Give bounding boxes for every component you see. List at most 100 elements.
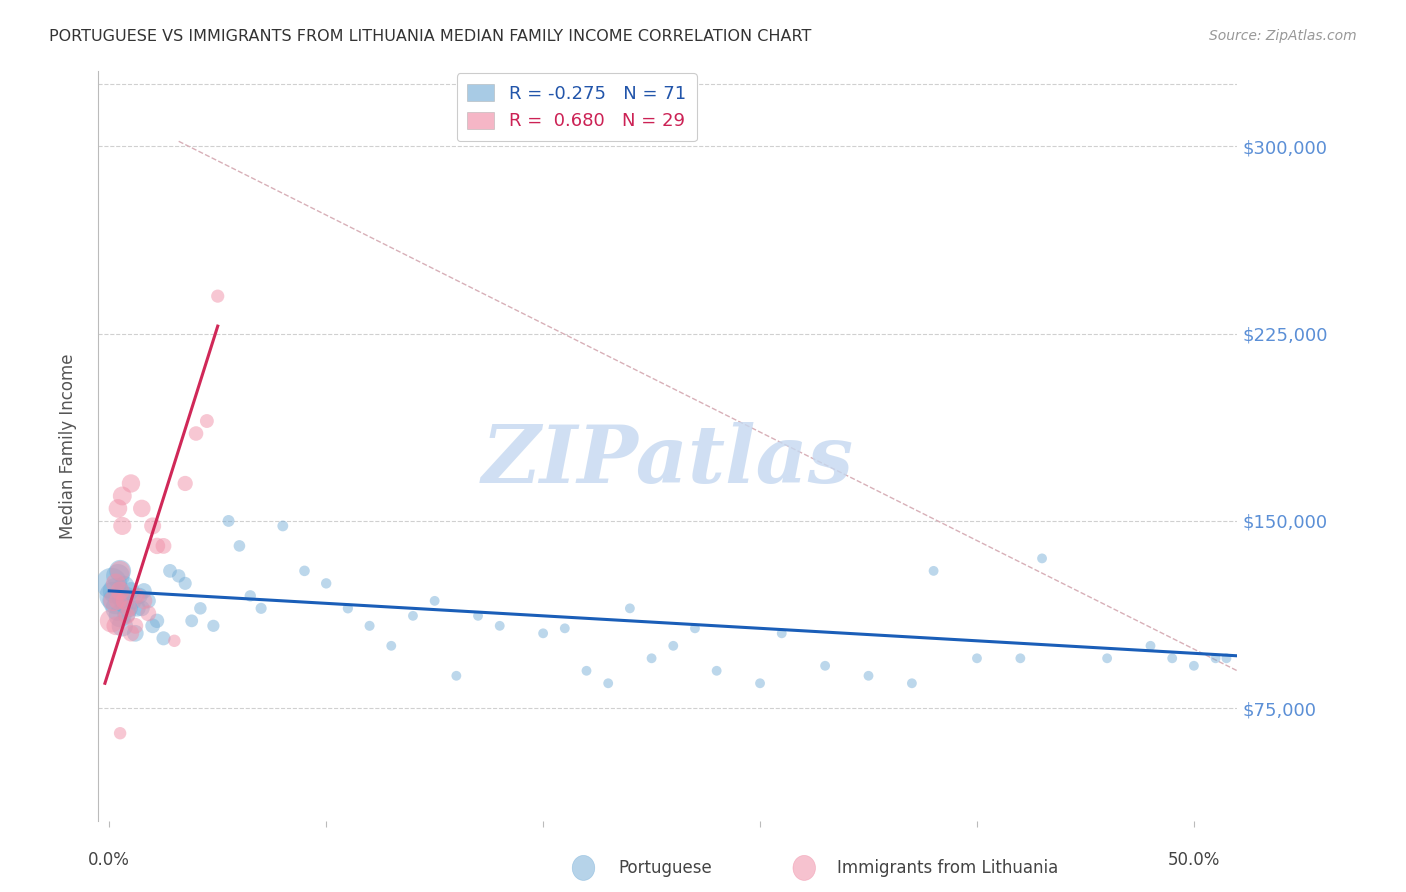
Point — [107, 601, 129, 615]
Point — [531, 626, 554, 640]
Point — [749, 676, 772, 690]
Point — [294, 564, 316, 578]
Point — [1161, 651, 1184, 665]
Point — [467, 608, 489, 623]
Point — [1031, 551, 1053, 566]
Point — [152, 539, 174, 553]
Point — [380, 639, 402, 653]
Point — [111, 591, 134, 606]
Point — [120, 583, 142, 598]
Point — [218, 514, 240, 528]
Legend: R = -0.275   N = 71, R =  0.680   N = 29: R = -0.275 N = 71, R = 0.680 N = 29 — [457, 73, 697, 141]
Point — [1139, 639, 1161, 653]
Point — [858, 669, 880, 683]
Point — [190, 601, 212, 615]
Point — [239, 589, 262, 603]
Point — [118, 601, 141, 615]
Y-axis label: Median Family Income: Median Family Income — [59, 353, 77, 539]
Point — [770, 626, 793, 640]
Point — [554, 621, 576, 635]
Text: 50.0%: 50.0% — [1168, 851, 1220, 869]
Point — [108, 564, 131, 578]
Point — [124, 619, 146, 633]
Text: ZIPatlas: ZIPatlas — [482, 422, 853, 500]
Point — [152, 632, 174, 646]
Point — [108, 608, 131, 623]
Point — [107, 569, 129, 583]
Point — [107, 501, 129, 516]
Point — [1095, 651, 1118, 665]
Point — [315, 576, 337, 591]
Point — [122, 594, 145, 608]
Point — [108, 583, 131, 598]
Point — [180, 614, 202, 628]
Point — [131, 501, 153, 516]
Point — [115, 607, 138, 621]
Point — [120, 476, 142, 491]
Point — [108, 564, 131, 578]
Point — [488, 619, 510, 633]
Point — [446, 669, 468, 683]
Point — [1182, 658, 1205, 673]
Point — [132, 583, 155, 598]
Point — [575, 664, 598, 678]
Point — [100, 614, 122, 628]
Point — [640, 651, 662, 665]
Point — [402, 608, 425, 623]
Point — [104, 576, 127, 591]
Point — [598, 676, 620, 690]
Point — [127, 589, 149, 603]
Point — [174, 476, 197, 491]
Point — [163, 633, 186, 648]
Point — [120, 626, 142, 640]
Point — [922, 564, 945, 578]
Point — [207, 289, 229, 303]
Point — [174, 576, 197, 591]
Point — [228, 539, 250, 553]
Point — [115, 589, 138, 603]
Text: Source: ZipAtlas.com: Source: ZipAtlas.com — [1209, 29, 1357, 43]
Point — [662, 639, 685, 653]
Point — [1215, 651, 1237, 665]
Point — [195, 414, 218, 428]
Point — [118, 601, 141, 615]
Point — [146, 614, 169, 628]
Point — [104, 583, 127, 598]
Point — [901, 676, 924, 690]
Point — [814, 658, 837, 673]
Point — [128, 589, 150, 603]
Point — [108, 726, 131, 740]
Point — [111, 519, 134, 533]
Point — [1010, 651, 1032, 665]
Point — [142, 619, 165, 633]
Point — [619, 601, 641, 615]
Point — [683, 621, 706, 635]
Point — [114, 594, 136, 608]
Point — [131, 601, 153, 615]
Point — [167, 569, 190, 583]
Point — [966, 651, 988, 665]
Point — [706, 664, 728, 678]
Point — [127, 601, 149, 615]
Point — [103, 589, 125, 603]
Point — [107, 594, 129, 608]
Text: PORTUGUESE VS IMMIGRANTS FROM LITHUANIA MEDIAN FAMILY INCOME CORRELATION CHART: PORTUGUESE VS IMMIGRANTS FROM LITHUANIA … — [49, 29, 811, 44]
Point — [146, 539, 169, 553]
Point — [104, 619, 127, 633]
Point — [114, 579, 136, 593]
Point — [271, 519, 294, 533]
Point — [100, 576, 122, 591]
Text: Immigrants from Lithuania: Immigrants from Lithuania — [837, 859, 1057, 877]
Point — [111, 619, 134, 633]
Point — [202, 619, 225, 633]
Point — [115, 608, 138, 623]
Point — [136, 607, 159, 621]
Point — [104, 594, 127, 608]
Point — [114, 596, 136, 610]
Point — [184, 426, 207, 441]
Point — [103, 594, 125, 608]
Point — [124, 626, 146, 640]
Point — [142, 519, 165, 533]
Point — [132, 594, 155, 608]
Point — [1205, 651, 1227, 665]
